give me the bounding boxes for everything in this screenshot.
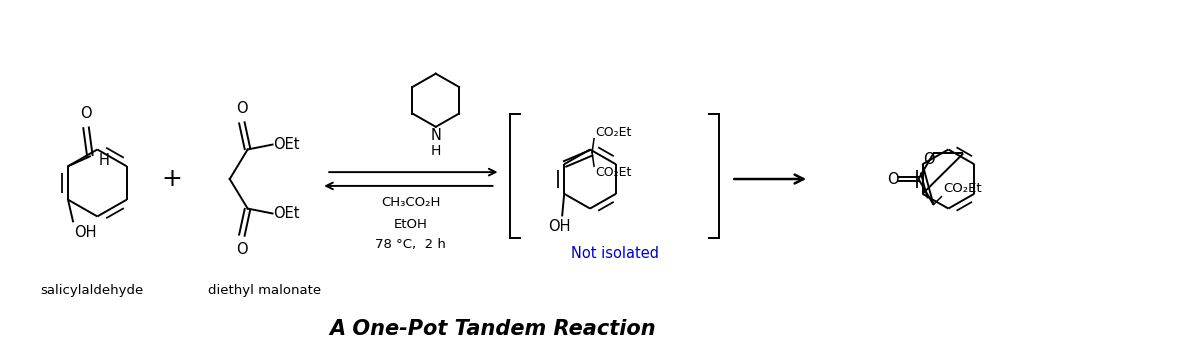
Text: OH: OH — [74, 225, 96, 240]
Text: CO₂Et: CO₂Et — [943, 182, 982, 195]
Text: O: O — [923, 152, 935, 167]
Text: OH: OH — [548, 219, 570, 234]
Text: CO₂Et: CO₂Et — [595, 126, 631, 139]
Text: OEt: OEt — [274, 137, 300, 152]
Text: H: H — [98, 153, 109, 168]
Text: O: O — [236, 101, 247, 116]
Text: O: O — [80, 106, 91, 121]
Text: EtOH: EtOH — [394, 218, 428, 231]
Text: 78 °C,  2 h: 78 °C, 2 h — [376, 238, 446, 251]
Text: CO₂Et: CO₂Et — [595, 166, 631, 179]
Text: diethyl malonate: diethyl malonate — [208, 284, 322, 297]
Text: A One-Pot Tandem Reaction: A One-Pot Tandem Reaction — [329, 319, 656, 339]
Text: O: O — [887, 171, 899, 187]
Text: OEt: OEt — [274, 206, 300, 221]
Text: N: N — [431, 128, 442, 143]
Text: CH₃CO₂H: CH₃CO₂H — [382, 196, 440, 209]
Text: salicylaldehyde: salicylaldehyde — [41, 284, 144, 297]
Text: +: + — [162, 167, 182, 191]
Text: Not isolated: Not isolated — [571, 246, 659, 261]
Text: H: H — [431, 144, 440, 158]
Text: O: O — [236, 242, 247, 257]
